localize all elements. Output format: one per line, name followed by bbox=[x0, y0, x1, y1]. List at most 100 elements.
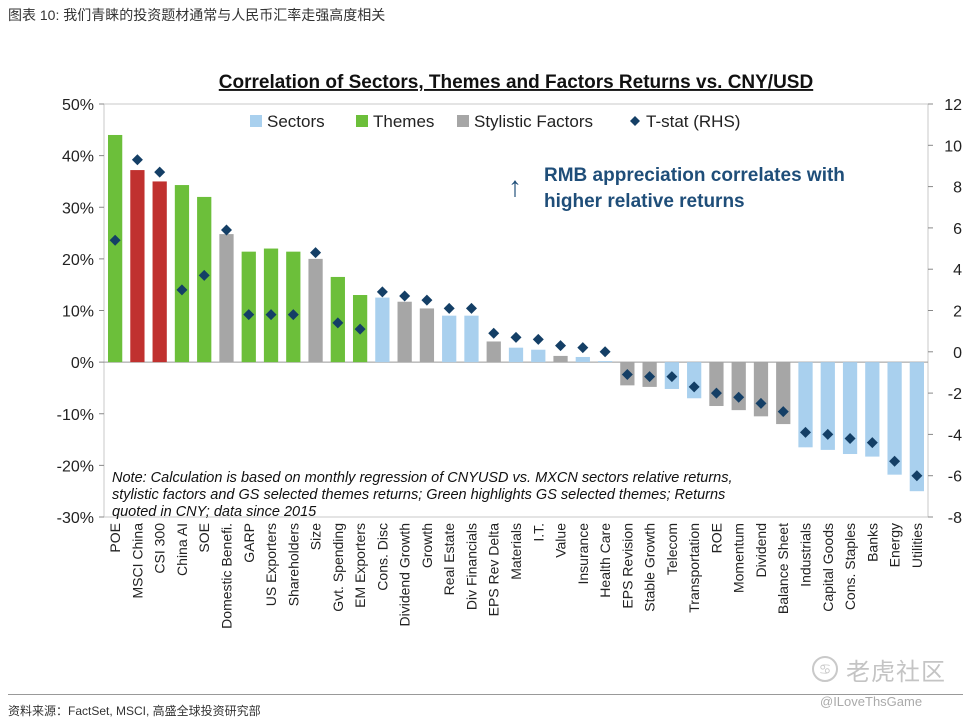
legend-swatch-stylistic-factors bbox=[457, 115, 469, 127]
bar-utilities bbox=[909, 362, 924, 492]
x-tick-label: MSCI China bbox=[129, 523, 145, 599]
bar-eps-rev-delta bbox=[486, 341, 501, 363]
y-tick-label: 0% bbox=[71, 355, 94, 372]
chart-title: Correlation of Sectors, Themes and Facto… bbox=[219, 72, 813, 93]
tstat-marker bbox=[733, 391, 745, 403]
y-tick-label: 40% bbox=[62, 149, 94, 166]
tstat-marker bbox=[421, 294, 433, 306]
x-tick-label: Industrials bbox=[798, 523, 814, 587]
tstat-marker bbox=[310, 247, 322, 259]
tstat-marker bbox=[287, 309, 299, 321]
y2-tick-label: 8 bbox=[953, 180, 962, 197]
tstat-marker bbox=[265, 309, 277, 321]
tstat-marker bbox=[644, 371, 656, 383]
y-tick-label: -30% bbox=[57, 510, 94, 527]
y2-tick-label: -6 bbox=[948, 469, 962, 486]
bar-insurance bbox=[575, 356, 590, 363]
x-tick-label: Banks bbox=[864, 523, 880, 562]
tstat-marker bbox=[154, 166, 166, 178]
x-tick-label: EM Exporters bbox=[352, 523, 368, 608]
bar-shareholders bbox=[286, 251, 301, 363]
x-tick-label: US Exporters bbox=[263, 523, 279, 606]
x-tick-label: SOE bbox=[196, 523, 212, 553]
tstat-marker bbox=[688, 381, 700, 393]
bar-domestic-benefi bbox=[219, 234, 234, 363]
bar-energy bbox=[887, 362, 902, 475]
tstat-marker bbox=[465, 302, 477, 314]
y2-tick-label: -8 bbox=[948, 510, 962, 527]
tstat-marker bbox=[755, 397, 767, 409]
legend-label: Stylistic Factors bbox=[474, 112, 593, 131]
y-tick-label: -10% bbox=[57, 407, 94, 424]
tstat-marker bbox=[710, 387, 722, 399]
x-tick-label: Shareholders bbox=[285, 523, 301, 606]
y2-tick-label: -4 bbox=[948, 427, 962, 444]
x-tick-label: Momentum bbox=[731, 523, 747, 593]
tstat-marker bbox=[800, 426, 812, 438]
x-tick-label: Size bbox=[308, 523, 324, 550]
x-tick-label: Div Financials bbox=[463, 523, 479, 610]
chart-note: Note: Calculation is based on monthly re… bbox=[112, 470, 733, 486]
annotation-line: higher relative returns bbox=[544, 191, 745, 212]
legend-label: Themes bbox=[373, 112, 434, 131]
x-tick-label: Cons. Disc bbox=[374, 523, 390, 591]
bar-transportation bbox=[687, 362, 702, 399]
y-tick-label: 30% bbox=[62, 200, 94, 217]
tstat-marker bbox=[777, 406, 789, 418]
x-tick-label: CSI 300 bbox=[152, 523, 168, 574]
x-tick-label: Cons. Staples bbox=[842, 523, 858, 610]
bar-industrials bbox=[798, 362, 813, 448]
legend-label: Sectors bbox=[267, 112, 325, 131]
tstat-marker bbox=[577, 342, 589, 354]
tstat-marker bbox=[822, 428, 834, 440]
tstat-markers-layer bbox=[109, 154, 923, 482]
legend-diamond-icon bbox=[630, 116, 640, 126]
watermark-name: 老虎社区 bbox=[846, 658, 946, 686]
bar-i-t bbox=[531, 349, 546, 363]
tstat-marker bbox=[599, 346, 611, 358]
tstat-marker bbox=[666, 371, 678, 383]
x-tick-label: Domestic Benefi. bbox=[218, 523, 234, 629]
tstat-marker bbox=[911, 470, 923, 482]
y-tick-label: 10% bbox=[62, 304, 94, 321]
x-tick-label: Transportation bbox=[686, 523, 702, 613]
x-tick-label: Utilities bbox=[909, 523, 925, 568]
tstat-marker bbox=[220, 224, 232, 236]
y2-tick-label: 0 bbox=[953, 345, 962, 362]
chart-note: quoted in CNY; data since 2015 bbox=[112, 504, 317, 520]
x-tick-label: Materials bbox=[508, 523, 524, 580]
legend-label: T-stat (RHS) bbox=[646, 112, 740, 131]
bar-garp bbox=[241, 251, 256, 363]
legend-swatch-sectors bbox=[250, 115, 262, 127]
y-tick-label: 20% bbox=[62, 252, 94, 269]
correlation-chart: Correlation of Sectors, Themes and Facto… bbox=[57, 72, 962, 629]
tstat-marker bbox=[198, 269, 210, 281]
tstat-marker bbox=[376, 286, 388, 298]
bars-layer bbox=[108, 134, 924, 492]
x-tick-label: Dividend Growth bbox=[397, 523, 413, 627]
tstat-marker bbox=[510, 331, 522, 343]
tstat-marker bbox=[555, 340, 567, 352]
bar-materials bbox=[508, 347, 524, 363]
bar-capital-goods bbox=[820, 362, 835, 450]
bar-balance-sheet bbox=[776, 362, 791, 425]
x-tick-label: I.T. bbox=[530, 523, 546, 542]
x-tick-label: Stable Growth bbox=[642, 523, 658, 612]
y2-tick-label: 12 bbox=[944, 97, 962, 114]
bar-value bbox=[553, 355, 568, 363]
bar-cons-disc bbox=[375, 297, 390, 363]
tstat-marker bbox=[176, 284, 188, 296]
legend-swatch-themes bbox=[356, 115, 368, 127]
tstat-marker bbox=[443, 302, 455, 314]
y2-tick-label: 6 bbox=[953, 221, 962, 238]
bar-real-estate bbox=[442, 315, 457, 363]
x-tick-label: EPS Rev Delta bbox=[486, 523, 502, 617]
bar-banks bbox=[865, 362, 880, 457]
bar-china-ai bbox=[174, 185, 190, 363]
bar-poe bbox=[108, 134, 123, 363]
tstat-marker bbox=[332, 317, 344, 329]
bar-growth bbox=[419, 308, 435, 363]
tstat-marker bbox=[866, 437, 878, 449]
y2-tick-label: 10 bbox=[944, 138, 962, 155]
x-tick-label: China AI bbox=[174, 523, 190, 576]
